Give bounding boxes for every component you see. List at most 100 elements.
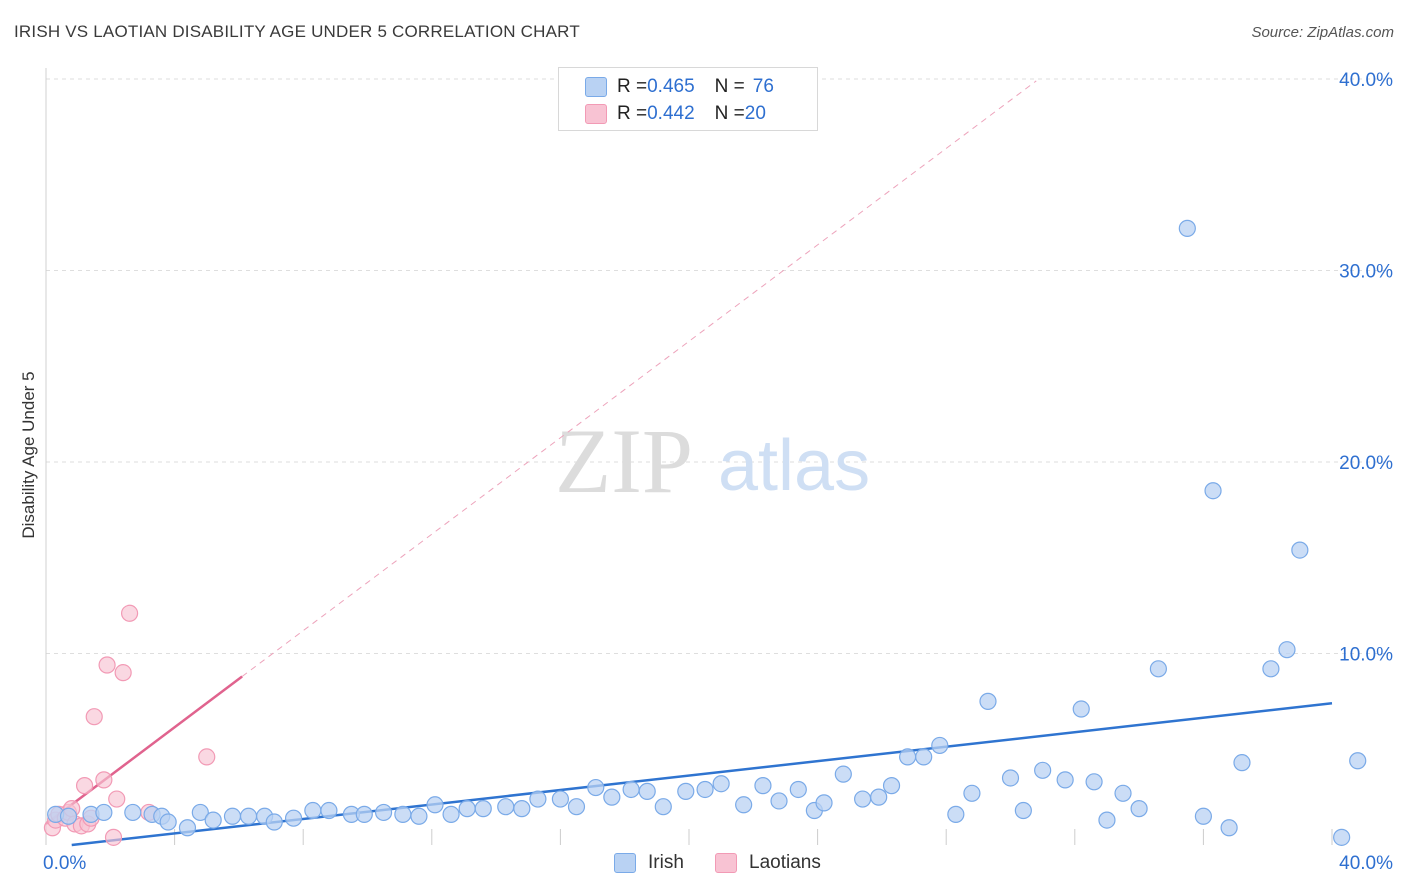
- watermark-atlas: atlas: [718, 426, 870, 506]
- irish-point: [622, 780, 640, 799]
- irish-point: [1220, 819, 1238, 837]
- irish-point: [320, 801, 338, 820]
- irish-point: [223, 807, 242, 825]
- irish-point: [497, 798, 515, 816]
- irish-point: [204, 811, 222, 829]
- irish-legend-label: Irish: [648, 852, 684, 873]
- legend-irish-r-label: R =: [617, 76, 648, 97]
- irish-point: [567, 798, 586, 816]
- irish-point: [1098, 811, 1116, 829]
- laotians-legend-label: Laotians: [749, 852, 821, 873]
- y-tick-label: 20.0%: [1339, 453, 1393, 474]
- laotians-legend-swatch: [715, 853, 737, 873]
- y-axis-title: Disability Age Under 5: [19, 371, 38, 538]
- irish-point: [551, 790, 570, 808]
- trend-line-laotians-solid: [45, 675, 243, 825]
- irish-point: [1001, 769, 1020, 787]
- y-tick-label: 10.0%: [1339, 645, 1393, 666]
- irish-point: [374, 803, 393, 822]
- irish-point: [899, 748, 917, 766]
- trend-line-laotians-dashed: [241, 80, 1037, 677]
- irish-point: [426, 796, 444, 814]
- bottom-legend-irish: Irish: [614, 852, 684, 874]
- irish-point: [239, 807, 258, 825]
- irish-point: [677, 782, 695, 800]
- irish-point: [1014, 801, 1032, 820]
- irish-point: [735, 796, 753, 814]
- irish-point: [1333, 828, 1351, 846]
- axis-ticks: [45, 829, 1333, 845]
- irish-point: [178, 819, 197, 837]
- laotians-swatch: [585, 104, 607, 124]
- irish-point: [394, 805, 412, 823]
- irish-point: [754, 777, 772, 795]
- chart-title: IRISH VS LAOTIAN DISABILITY AGE UNDER 5 …: [14, 22, 580, 41]
- legend-row-laotians: R = 0.442 N = 20: [585, 101, 766, 127]
- legend-laotians-n-value: 20: [744, 103, 766, 124]
- irish-point: [191, 803, 209, 822]
- irish-point: [159, 813, 177, 831]
- watermark-zip: ZIP: [555, 410, 693, 512]
- laotians-point: [104, 828, 123, 846]
- irish-point: [1178, 219, 1196, 237]
- x-tick-label-end: 40.0%: [1339, 853, 1393, 874]
- watermark: ZIP atlas: [555, 410, 870, 512]
- irish-point: [815, 794, 833, 812]
- axis-labels: 10.0% 20.0% 30.0% 40.0% 0.0% 40.0%: [43, 70, 1393, 874]
- irish-point: [789, 780, 807, 799]
- legend-laotians-n-label: N =: [714, 103, 745, 124]
- legend: R = 0.465 N = 76 R = 0.442 N = 20: [558, 67, 818, 131]
- irish-point: [1233, 754, 1251, 772]
- irish-point: [963, 784, 981, 802]
- irish-point: [882, 777, 901, 795]
- legend-irish-n-label: N =: [714, 76, 745, 97]
- legend-irish-n-value: 76: [752, 76, 774, 97]
- laotians-point: [75, 777, 94, 795]
- irish-point: [1034, 761, 1052, 779]
- irish-point: [1291, 541, 1309, 559]
- irish-point: [1085, 773, 1103, 791]
- irish-point: [1194, 807, 1213, 825]
- irish-point: [442, 805, 460, 823]
- irish-point: [124, 803, 142, 822]
- y-tick-label: 40.0%: [1339, 70, 1393, 91]
- irish-point: [712, 775, 730, 793]
- irish-point: [59, 807, 78, 825]
- legend-laotians-r-label: R =: [617, 103, 648, 124]
- irish-point: [529, 790, 547, 808]
- irish-point: [1072, 700, 1090, 718]
- bottom-legend-laotians: Laotians: [715, 852, 821, 874]
- laotians-point: [120, 604, 139, 622]
- irish-point: [947, 805, 965, 823]
- grid-lines: [45, 68, 1392, 845]
- irish-point: [834, 765, 852, 783]
- irish-point: [1349, 752, 1367, 770]
- x-tick-label-start: 0.0%: [43, 853, 86, 874]
- legend-row-irish: R = 0.465 N = 76: [585, 74, 774, 100]
- irish-point: [304, 801, 322, 820]
- laotians-point: [108, 790, 126, 808]
- irish-point: [284, 809, 303, 827]
- irish-point: [458, 800, 476, 818]
- laotians-point: [114, 664, 132, 682]
- irish-point: [265, 813, 283, 831]
- irish-point: [1278, 641, 1296, 659]
- irish-point: [638, 782, 656, 800]
- irish-point: [1114, 784, 1132, 802]
- irish-swatch: [585, 77, 607, 97]
- irish-point: [654, 798, 672, 816]
- y-tick-label: 30.0%: [1339, 262, 1393, 283]
- irish-point: [1149, 660, 1167, 678]
- irish-point: [915, 748, 933, 766]
- laotians-point: [198, 748, 216, 766]
- irish-point: [979, 692, 997, 710]
- irish-point: [587, 778, 605, 797]
- irish-point: [603, 788, 621, 806]
- laotians-point: [95, 771, 113, 789]
- irish-point: [1130, 800, 1148, 818]
- source-label: Source: ZipAtlas.com: [1251, 24, 1394, 41]
- legend-laotians-r-value: 0.442: [647, 103, 695, 124]
- irish-point: [770, 792, 788, 810]
- laotians-point: [98, 656, 116, 674]
